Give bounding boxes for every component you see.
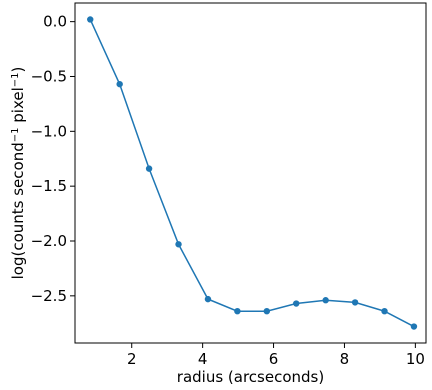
data-point	[322, 297, 329, 304]
series-layer	[87, 16, 418, 330]
data-point	[175, 241, 182, 248]
y-tick-label: −1.0	[31, 122, 67, 140]
data-point	[204, 295, 212, 303]
series-line	[89, 19, 415, 328]
data-point	[410, 323, 418, 330]
data-point	[145, 165, 153, 172]
data-point	[234, 307, 241, 315]
plot-area: 2 4 6 8 10 0.0 −0.5 −1.0 −1.5 −2.0 −2.5	[31, 2, 427, 368]
x-tick-label: 8	[340, 350, 350, 368]
tick-layer: 2 4 6 8 10 0.0 −0.5 −1.0 −1.5 −2.0 −2.5	[31, 13, 425, 368]
plot-frame	[74, 2, 427, 344]
y-axis-label-part: log(counts second	[9, 142, 27, 279]
y-tick-label: 0.0	[43, 13, 67, 31]
data-point	[263, 307, 271, 315]
data-point	[351, 299, 359, 306]
y-tick-label: −2.0	[31, 232, 67, 250]
y-tick-label: −2.5	[31, 287, 67, 305]
y-axis-label: log(counts second−1 pixel−1)	[9, 67, 27, 280]
y-axis-label-part: )	[9, 67, 27, 73]
x-tick-label: 6	[269, 350, 279, 368]
data-point	[87, 16, 94, 23]
x-tick-label: 4	[198, 350, 208, 368]
y-axis-label-superscript: −1	[10, 128, 21, 143]
data-point	[293, 300, 300, 307]
x-tick-label: 2	[127, 350, 137, 368]
data-point	[381, 307, 388, 315]
data-point	[116, 80, 123, 88]
y-axis-label-part: pixel	[9, 87, 27, 127]
y-tick-label: −1.5	[31, 177, 67, 195]
y-tick-label: −0.5	[31, 67, 67, 85]
x-tick-label: 10	[406, 350, 425, 368]
x-axis-label: radius (arcseconds)	[177, 368, 324, 386]
y-axis-label-superscript: −1	[10, 72, 21, 87]
